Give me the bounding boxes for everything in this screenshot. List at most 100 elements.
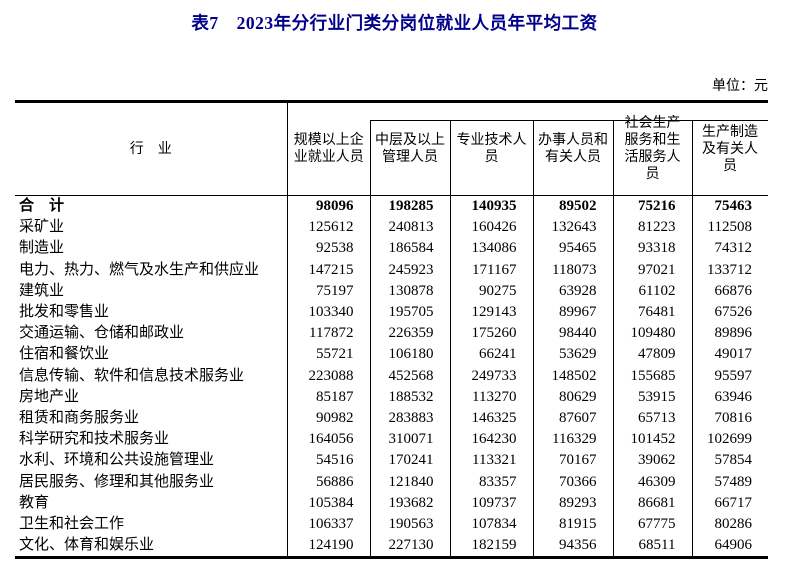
industry-label: 居民服务、修理和其他服务业 bbox=[19, 473, 215, 490]
column-header: 规模以上企业就业人员 bbox=[287, 102, 370, 196]
wage-value: 125612 bbox=[286, 217, 370, 239]
table-row: 批发和零售业 103340 195705 129143 89967 76481 67526 bbox=[15, 302, 768, 324]
industry-label: 科学研究和技术服务业 bbox=[19, 431, 170, 448]
wage-value: 89502 bbox=[532, 195, 613, 218]
wage-value: 81915 bbox=[532, 514, 613, 536]
wage-value: 109737 bbox=[449, 492, 533, 515]
table-row: 卫生和社会工作 106337 190563 107834 81915 67775 80286 bbox=[15, 514, 768, 536]
industry-label: 建筑业 bbox=[19, 282, 65, 299]
wage-value: 170241 bbox=[369, 450, 450, 472]
wage-value: 76481 bbox=[612, 302, 692, 324]
wage-value: 66241 bbox=[449, 344, 533, 366]
wage-value: 188532 bbox=[369, 386, 450, 409]
wage-value: 64906 bbox=[691, 535, 768, 558]
industry-column-header: 行 业 bbox=[15, 101, 288, 196]
wage-value: 57854 bbox=[691, 450, 768, 472]
wage-value: 63946 bbox=[691, 386, 768, 409]
wage-value: 53629 bbox=[532, 344, 613, 366]
column-header: 生产制造及有关人员 bbox=[692, 102, 768, 196]
wage-value: 92538 bbox=[286, 238, 370, 260]
header-subbox-line bbox=[533, 120, 534, 198]
wage-value: 240813 bbox=[369, 217, 450, 239]
wage-value: 107834 bbox=[449, 514, 533, 536]
wage-value: 56886 bbox=[286, 471, 370, 493]
wage-value: 46309 bbox=[612, 471, 692, 493]
wage-value: 155685 bbox=[612, 365, 692, 387]
wage-value: 80286 bbox=[691, 514, 768, 536]
industry-label: 教育 bbox=[19, 494, 50, 511]
wage-value: 118073 bbox=[532, 259, 613, 281]
wage-value: 109480 bbox=[612, 323, 692, 345]
wage-value: 124190 bbox=[286, 535, 370, 558]
column-header-label: 规模以上企业就业人员 bbox=[293, 133, 364, 165]
wage-value: 283883 bbox=[369, 408, 450, 430]
table-row: 采矿业 125612 240813 160426 132643 81223 112508 bbox=[15, 217, 768, 239]
wage-value: 175260 bbox=[449, 323, 533, 345]
wage-value: 147215 bbox=[286, 259, 370, 281]
wage-value: 182159 bbox=[449, 535, 533, 558]
wage-value: 66876 bbox=[691, 280, 768, 303]
wage-value: 198285 bbox=[369, 195, 450, 218]
industry-label: 卫生和社会工作 bbox=[19, 516, 125, 533]
header-subbox-line bbox=[613, 120, 614, 198]
industry-label: 采矿业 bbox=[19, 219, 65, 236]
column-header-label: 中层及以上管理人员 bbox=[375, 133, 445, 165]
wage-value: 226359 bbox=[369, 323, 450, 345]
wage-value: 103340 bbox=[286, 302, 370, 324]
page: 表7 2023年分行业门类分岗位就业人员年平均工资 单位：元 行 业 规模以上企… bbox=[0, 10, 789, 586]
wage-value: 116329 bbox=[532, 429, 613, 451]
industry-label: 制造业 bbox=[19, 240, 65, 257]
column-header-label: 生产制造及有关人员 bbox=[702, 124, 758, 174]
wage-value: 101452 bbox=[612, 429, 692, 451]
column-header-label: 办事人员和有关人员 bbox=[538, 133, 608, 165]
wage-value: 93318 bbox=[612, 238, 692, 260]
wage-value: 49017 bbox=[691, 344, 768, 366]
wage-value: 75463 bbox=[691, 195, 768, 218]
table-row: 科学研究和技术服务业 164056 310071 164230 116329 101452… bbox=[15, 429, 768, 451]
industry-label: 交通运输、仓储和邮政业 bbox=[19, 325, 185, 342]
industry-label: 信息传输、软件和信息技术服务业 bbox=[19, 367, 245, 384]
table-row: 房地产业 85187 188532 113270 80629 53915 63946 bbox=[15, 386, 768, 409]
industry-label: 电力、热力、燃气及水生产和供应业 bbox=[19, 261, 260, 278]
wage-value: 66717 bbox=[691, 492, 768, 515]
header-subbox-top-line bbox=[370, 120, 768, 121]
wage-value: 106180 bbox=[369, 344, 450, 366]
table-row: 住宿和餐饮业 55721 106180 66241 53629 47809 49017 bbox=[15, 344, 768, 366]
wage-value: 95465 bbox=[532, 238, 613, 260]
industry-label: 水利、环境和公共设施管理业 bbox=[19, 452, 215, 469]
wage-value: 227130 bbox=[369, 535, 450, 558]
wage-value: 75197 bbox=[286, 280, 370, 303]
table-row: 建筑业 75197 130878 90275 63928 61102 66876 bbox=[15, 280, 768, 303]
column-header: 中层及以上管理人员 bbox=[370, 102, 450, 196]
header-subbox-line bbox=[370, 120, 371, 198]
wage-value: 57489 bbox=[691, 471, 768, 493]
wage-value: 112508 bbox=[691, 217, 768, 239]
wage-value: 70816 bbox=[691, 408, 768, 430]
wage-value: 130878 bbox=[369, 280, 450, 303]
wage-value: 55721 bbox=[286, 344, 370, 366]
wage-value: 452568 bbox=[369, 365, 450, 387]
wage-value: 90982 bbox=[286, 408, 370, 430]
wage-value: 113321 bbox=[449, 450, 533, 472]
wage-value: 65713 bbox=[612, 408, 692, 430]
wage-value: 83357 bbox=[449, 471, 533, 493]
wage-value: 67526 bbox=[691, 302, 768, 324]
wage-value: 140935 bbox=[449, 195, 533, 218]
header-subbox-line bbox=[450, 120, 451, 198]
wage-value: 86681 bbox=[612, 492, 692, 515]
wage-table: 行 业 规模以上企业就业人员 中层及以上管理人员 专业技术人员 办事人员和有关人员 社会… bbox=[15, 100, 768, 560]
table-row: 教育 105384 193682 109737 89293 86681 66717 bbox=[15, 492, 768, 515]
header-subbox-line bbox=[692, 120, 693, 198]
wage-value: 190563 bbox=[369, 514, 450, 536]
wage-value: 70167 bbox=[532, 450, 613, 472]
wage-value: 90275 bbox=[449, 280, 533, 303]
wage-value: 186584 bbox=[369, 238, 450, 260]
column-header: 社会生产服务和生活服务人员 bbox=[613, 102, 692, 196]
wage-value: 164056 bbox=[286, 429, 370, 451]
wage-value: 89896 bbox=[691, 323, 768, 345]
wage-value: 70366 bbox=[532, 471, 613, 493]
table-row: 居民服务、修理和其他服务业 56886 121840 83357 70366 46309 5… bbox=[15, 471, 768, 493]
wage-value: 81223 bbox=[612, 217, 692, 239]
wage-value: 89967 bbox=[532, 302, 613, 324]
column-header: 办事人员和有关人员 bbox=[533, 102, 613, 196]
